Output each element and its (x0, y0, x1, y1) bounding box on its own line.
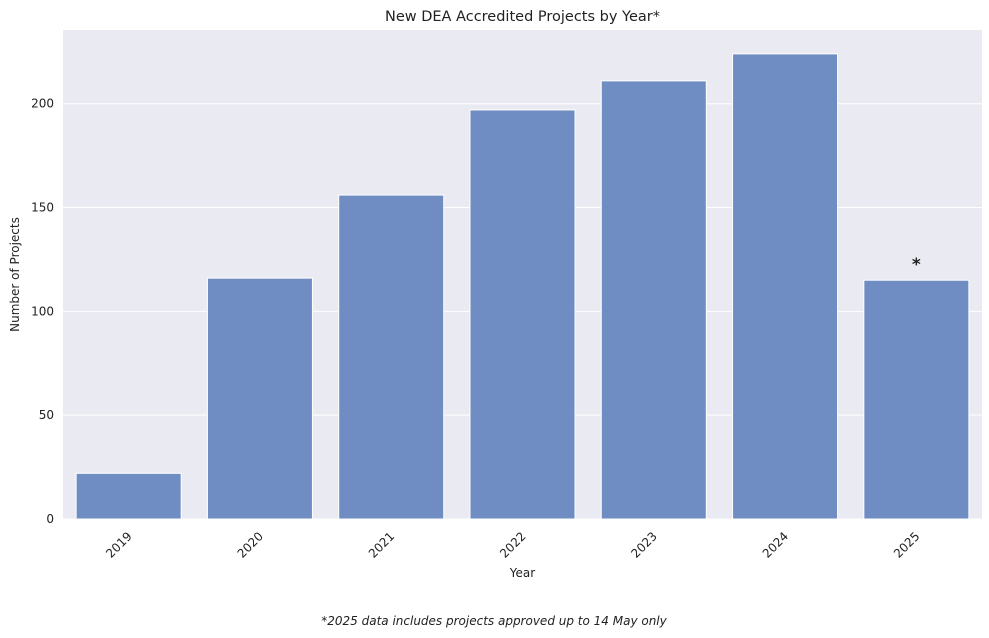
x-tick-label: 2019 (103, 529, 134, 560)
y-tick-label: 0 (46, 512, 54, 526)
x-tick-label: 2024 (760, 529, 791, 560)
y-tick-label: 200 (31, 97, 54, 111)
bar-2022 (469, 109, 576, 520)
bar-2021 (338, 194, 445, 520)
x-tick-label: 2023 (628, 529, 659, 560)
x-tick-label: 2021 (366, 529, 397, 560)
bar-2024 (732, 53, 839, 520)
chart-title: New DEA Accredited Projects by Year* (385, 9, 660, 25)
annotation-asterisk: * (912, 255, 921, 275)
bars (75, 53, 970, 520)
y-tick-label: 50 (39, 408, 54, 422)
x-axis-label: Year (509, 566, 535, 580)
bar-2020 (206, 277, 313, 520)
bar-2019 (75, 472, 182, 520)
y-axis-ticks: 0 50 100 150 200 (31, 97, 54, 526)
annotations: * (912, 255, 921, 275)
y-axis-label: Number of Projects (8, 217, 22, 332)
bar-2023 (600, 80, 707, 520)
x-tick-label: 2025 (891, 529, 922, 560)
bar-2025 (863, 279, 970, 520)
y-tick-label: 100 (31, 304, 54, 318)
x-tick-label: 2022 (497, 529, 528, 560)
footnote: *2025 data includes projects approved up… (321, 614, 667, 628)
x-tick-label: 2020 (235, 529, 266, 560)
x-axis-ticks: 2019 2020 2021 2022 2023 2024 2025 (103, 529, 922, 560)
y-tick-label: 150 (31, 201, 54, 215)
